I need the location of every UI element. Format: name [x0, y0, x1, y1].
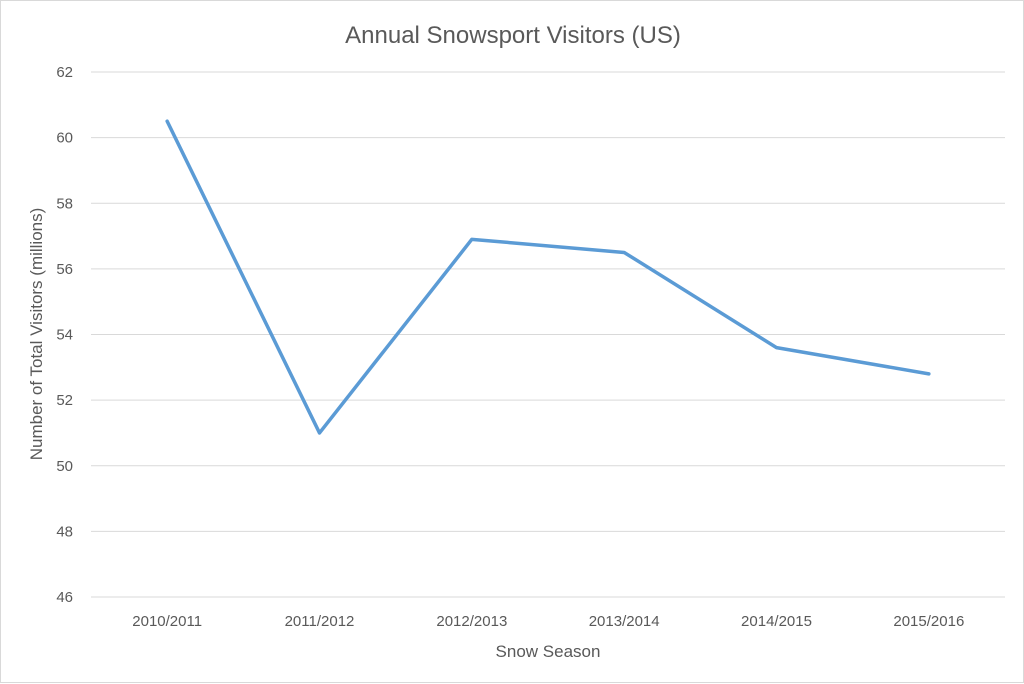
data-point — [165, 119, 169, 123]
gridlines — [91, 71, 1005, 598]
data-point — [775, 346, 778, 350]
data-point — [318, 431, 321, 435]
data-point — [927, 372, 931, 376]
x-axis-label: Snow Season — [496, 642, 601, 661]
series-group — [165, 119, 931, 435]
y-tick-label: 46 — [56, 589, 73, 606]
y-tick-label: 52 — [56, 392, 73, 409]
y-tick-label: 58 — [56, 195, 73, 212]
x-axis-ticks: 2010/2011 2011/2012 2012/2013 2013/2014 2014… — [132, 613, 964, 630]
y-tick-label: 50 — [56, 458, 73, 475]
data-point — [622, 250, 626, 254]
y-tick-label: 54 — [56, 327, 73, 344]
x-tick-label: 2015/2016 — [893, 613, 964, 630]
y-tick-label: 56 — [56, 261, 73, 278]
y-tick-label: 60 — [56, 130, 73, 147]
x-tick-label: 2011/2012 — [285, 613, 355, 630]
x-tick-label: 2012/2013 — [436, 613, 507, 630]
y-axis-label: Number of Total Visitors (millions) — [27, 208, 46, 461]
data-point — [470, 237, 474, 241]
y-tick-label: 62 — [56, 64, 73, 81]
y-tick-label: 48 — [56, 523, 73, 540]
chart-title: Annual Snowsport Visitors (US) — [345, 22, 681, 49]
x-tick-label: 2013/2014 — [589, 613, 660, 630]
x-tick-label: 2014/2015 — [741, 613, 812, 630]
x-tick-label: 2010/2011 — [132, 613, 202, 630]
y-axis-ticks: 46 48 50 52 54 56 58 60 62 — [56, 64, 73, 606]
series-line — [165, 119, 931, 435]
